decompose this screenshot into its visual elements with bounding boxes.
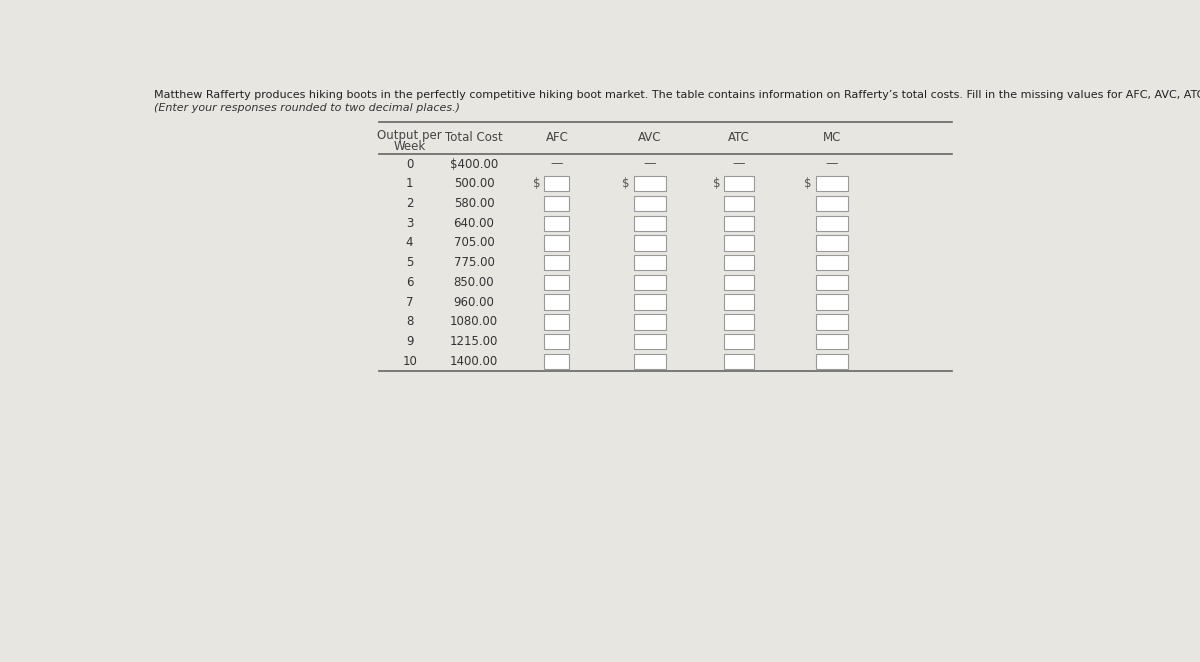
Text: —: — <box>551 158 563 171</box>
Text: 640.00: 640.00 <box>454 216 494 230</box>
Text: 10: 10 <box>402 355 418 368</box>
Text: AVC: AVC <box>638 132 661 144</box>
Bar <box>545 255 569 270</box>
Text: 580.00: 580.00 <box>454 197 494 210</box>
Text: 3: 3 <box>406 216 413 230</box>
Text: $: $ <box>804 177 812 190</box>
Text: MC: MC <box>823 132 841 144</box>
Bar <box>634 255 666 270</box>
Bar <box>545 275 569 290</box>
Bar <box>545 314 569 330</box>
Text: 7: 7 <box>406 296 413 308</box>
Text: 775.00: 775.00 <box>454 256 494 269</box>
Bar <box>725 295 754 310</box>
Bar <box>816 196 848 211</box>
Text: 8: 8 <box>406 315 413 328</box>
Text: $: $ <box>623 177 630 190</box>
Bar <box>816 255 848 270</box>
Bar <box>634 354 666 369</box>
Bar <box>816 354 848 369</box>
Bar <box>816 314 848 330</box>
Text: 705.00: 705.00 <box>454 236 494 250</box>
Text: 6: 6 <box>406 276 413 289</box>
Text: $: $ <box>713 177 720 190</box>
Bar <box>545 235 569 251</box>
Text: $400.00: $400.00 <box>450 158 498 171</box>
Bar <box>634 196 666 211</box>
Bar <box>816 216 848 231</box>
Text: 500.00: 500.00 <box>454 177 494 190</box>
Bar <box>725 334 754 350</box>
Bar <box>634 295 666 310</box>
Bar <box>634 314 666 330</box>
Text: 850.00: 850.00 <box>454 276 494 289</box>
Bar <box>725 216 754 231</box>
Bar <box>634 275 666 290</box>
Text: 1400.00: 1400.00 <box>450 355 498 368</box>
Bar <box>634 235 666 251</box>
Text: Week: Week <box>394 140 426 154</box>
Bar <box>725 314 754 330</box>
Text: 1: 1 <box>406 177 413 190</box>
Text: Matthew Rafferty produces hiking boots in the perfectly competitive hiking boot : Matthew Rafferty produces hiking boots i… <box>154 90 1200 100</box>
Bar <box>816 295 848 310</box>
Text: Total Cost: Total Cost <box>445 132 503 144</box>
Bar <box>816 334 848 350</box>
Bar <box>725 235 754 251</box>
Bar <box>545 196 569 211</box>
Bar <box>816 235 848 251</box>
Text: ATC: ATC <box>728 132 750 144</box>
Bar <box>725 275 754 290</box>
Text: $: $ <box>533 177 541 190</box>
Text: (Enter your responses rounded to two decimal places.): (Enter your responses rounded to two dec… <box>154 103 460 113</box>
Text: 0: 0 <box>406 158 413 171</box>
Bar <box>634 334 666 350</box>
Text: —: — <box>733 158 745 171</box>
Bar <box>545 176 569 191</box>
Text: Output per: Output per <box>377 130 442 142</box>
Text: 5: 5 <box>406 256 413 269</box>
Bar <box>725 354 754 369</box>
Text: 1080.00: 1080.00 <box>450 315 498 328</box>
Text: —: — <box>643 158 656 171</box>
Text: AFC: AFC <box>546 132 569 144</box>
Bar <box>545 295 569 310</box>
Text: 9: 9 <box>406 335 413 348</box>
Text: 960.00: 960.00 <box>454 296 494 308</box>
Bar <box>816 275 848 290</box>
Text: —: — <box>826 158 839 171</box>
Bar <box>725 176 754 191</box>
Text: 4: 4 <box>406 236 413 250</box>
Bar <box>545 216 569 231</box>
Bar <box>545 334 569 350</box>
Bar <box>725 196 754 211</box>
Bar <box>634 216 666 231</box>
Bar <box>725 255 754 270</box>
Bar <box>634 176 666 191</box>
Text: 2: 2 <box>406 197 413 210</box>
Text: 1215.00: 1215.00 <box>450 335 498 348</box>
Bar <box>816 176 848 191</box>
Bar <box>545 354 569 369</box>
